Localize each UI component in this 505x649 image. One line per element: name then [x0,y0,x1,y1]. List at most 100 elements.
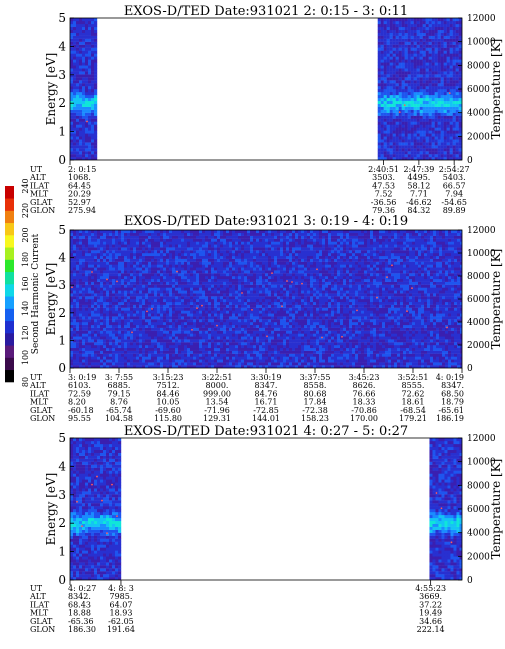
heatmap-cell [76,47,80,51]
heatmap-cell [205,310,209,314]
heatmap-cell [199,241,203,245]
heatmap-cell [217,322,221,326]
heatmap-cell [94,307,98,311]
heatmap-cell [434,29,438,33]
heatmap-cell [181,253,185,257]
heatmap-cell [253,296,257,300]
heatmap-cell [392,124,396,128]
heatmap-cell [91,258,95,262]
heatmap-cell [458,142,462,146]
heatmap-cell [109,339,113,343]
heatmap-cell [142,264,146,268]
heatmap-cell [404,148,408,152]
heatmap-cell [223,333,227,337]
heatmap-cell [91,94,95,99]
heatmap-cell [193,261,197,265]
heatmap-cell [422,89,426,93]
heatmap-cell [172,313,176,317]
heatmap-cell [259,362,263,366]
heatmap-cell [82,127,86,131]
heatmap-cell [70,232,74,236]
heatmap-cell [199,235,203,239]
heatmap-cell [151,301,155,305]
heatmap-cell [88,65,92,69]
heatmap-cell [190,350,194,354]
heatmap-cell [383,74,387,78]
heatmap-cell [82,284,86,288]
heatmap-cell [94,296,98,300]
heatmap-cell [410,86,414,90]
heatmap-cell [229,330,233,334]
heatmap-cell [103,258,107,262]
heatmap-cell [181,273,185,277]
heatmap-cell [247,304,251,308]
heatmap-cell [79,235,83,239]
heatmap-cell [85,284,89,288]
heatmap-cell [181,264,185,268]
ephemeris-cell: -54.65 [441,198,467,207]
heatmap-cell [100,255,104,259]
heatmap-cell [118,350,122,354]
heatmap-cell [244,342,248,346]
heatmap-cell [259,342,263,346]
heatmap-cell [410,18,414,22]
heatmap-cell [404,59,408,63]
heatmap-cell [112,339,116,343]
heatmap-cell [458,65,462,69]
heatmap-cell [446,139,450,143]
heatmap-cell [79,267,83,271]
heatmap-cell [151,339,155,343]
heatmap-cell [73,330,77,334]
heatmap-cell [199,336,203,340]
heatmap-cell [196,327,200,331]
heatmap-cell [130,230,134,234]
heatmap-cell [100,319,104,323]
heatmap-cell [154,238,158,242]
heatmap-cell [232,330,236,334]
heatmap-cell [425,89,429,93]
heatmap-cell [247,319,251,323]
heatmap-cell [211,235,215,239]
heatmap-cell [256,293,260,297]
heatmap-cell [169,230,173,234]
heatmap-cell [247,333,251,337]
heatmap-cell [127,241,131,245]
heatmap-cell [79,35,83,39]
heatmap-cell [199,230,203,234]
heatmap-cell [383,53,387,57]
heatmap-cell [79,230,83,234]
heatmap-cell [229,278,233,282]
heatmap-cell [145,313,149,317]
heatmap-cell [88,133,92,137]
heatmap-cell [106,347,110,351]
heatmap-cell [232,247,236,251]
heatmap-cell [401,77,405,81]
heatmap-cell [163,293,167,297]
heatmap-cell [395,41,399,45]
heatmap-cell [229,342,233,346]
heatmap-cell [250,365,254,368]
heatmap-cell [395,151,399,155]
heatmap-cell [79,301,83,305]
heatmap-cell [196,322,200,326]
heatmap-cell [217,327,221,331]
heatmap-cell [70,50,74,54]
heatmap-cell [82,304,86,308]
heatmap-cell [100,278,104,282]
heatmap-cell [73,342,77,346]
heatmap-cell [130,310,134,314]
heatmap-cell [380,109,384,113]
heatmap-cell [395,157,399,160]
heatmap-cell [145,253,149,257]
heatmap-cell [169,261,173,265]
heatmap-cell [88,310,92,314]
heatmap-cell [238,362,242,366]
heatmap-cell [229,299,233,303]
heatmap-cell [425,94,429,99]
heatmap-cell [193,345,197,349]
heatmap-cell [410,148,414,152]
heatmap-cell [106,345,110,349]
heatmap-cell [127,253,131,257]
heatmap-cell [181,287,185,291]
heatmap-cell [425,18,429,22]
